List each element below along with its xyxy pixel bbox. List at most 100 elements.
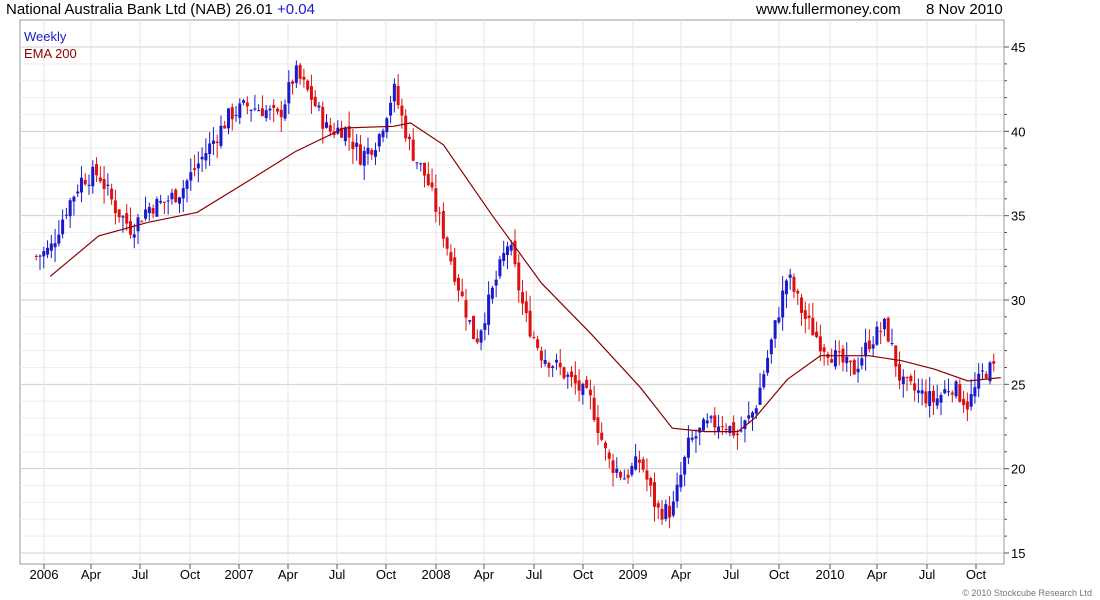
candle-body bbox=[170, 192, 174, 200]
weekly-candle bbox=[245, 96, 249, 115]
candle-body bbox=[913, 383, 917, 391]
candle-body bbox=[377, 134, 381, 147]
weekly-candle bbox=[325, 114, 329, 129]
weekly-candle bbox=[822, 343, 826, 366]
candle-body bbox=[607, 452, 611, 459]
weekly-candle bbox=[622, 469, 626, 480]
weekly-candle bbox=[886, 316, 890, 343]
weekly-candle bbox=[592, 385, 596, 423]
weekly-candle bbox=[588, 379, 592, 410]
candle-body bbox=[596, 417, 600, 434]
candle-body bbox=[705, 420, 709, 424]
candle-body bbox=[543, 359, 547, 364]
weekly-candle bbox=[867, 329, 871, 353]
candle-body bbox=[434, 188, 438, 212]
weekly-candle bbox=[607, 449, 611, 469]
candle-body bbox=[969, 394, 973, 407]
candle-body bbox=[777, 317, 781, 323]
candle-body bbox=[611, 460, 615, 473]
candle-body bbox=[554, 359, 558, 363]
source-site: www.fullermoney.com bbox=[756, 1, 901, 18]
candle-body bbox=[528, 310, 532, 337]
x-tick-label: 2008 bbox=[422, 567, 451, 582]
weekly-candle bbox=[328, 117, 332, 137]
weekly-candle bbox=[144, 196, 148, 221]
candle-body bbox=[898, 363, 902, 381]
candle-body bbox=[494, 279, 498, 286]
y-tick-label: 35 bbox=[1011, 209, 1025, 224]
weekly-candle bbox=[920, 378, 924, 406]
candle-body bbox=[91, 166, 95, 187]
candle-body bbox=[977, 373, 981, 389]
candle-body bbox=[754, 408, 758, 414]
candle-body bbox=[573, 374, 577, 384]
candle-body bbox=[211, 140, 215, 144]
weekly-candle bbox=[577, 369, 581, 402]
grid-lines bbox=[20, 20, 1004, 564]
weekly-candle bbox=[717, 414, 721, 439]
candle-body bbox=[438, 212, 442, 214]
candle-body bbox=[185, 180, 189, 189]
weekly-candle bbox=[98, 166, 102, 184]
candle-body bbox=[935, 398, 939, 406]
weekly-candle bbox=[343, 126, 347, 146]
weekly-candle bbox=[374, 142, 378, 165]
candle-body bbox=[600, 432, 604, 440]
candle-body bbox=[468, 320, 472, 322]
weekly-candle bbox=[366, 137, 370, 165]
weekly-candle bbox=[656, 500, 660, 520]
candle-body bbox=[735, 433, 739, 435]
candle-body bbox=[321, 106, 325, 129]
candle-body bbox=[645, 470, 649, 480]
weekly-candle bbox=[260, 95, 264, 117]
weekly-candle bbox=[490, 285, 494, 304]
candle-body bbox=[189, 172, 193, 181]
candle-body bbox=[513, 240, 517, 265]
candle-body bbox=[38, 255, 42, 257]
chart-title-text: National Australia Bank Ltd (NAB) 26.01 bbox=[6, 1, 273, 18]
candle-body bbox=[257, 110, 261, 112]
weekly-candle bbox=[879, 322, 883, 345]
weekly-candle bbox=[924, 379, 928, 408]
weekly-candle bbox=[969, 379, 973, 411]
candle-body bbox=[396, 85, 400, 106]
weekly-candle bbox=[445, 236, 449, 256]
candle-body bbox=[174, 189, 178, 203]
weekly-candle bbox=[479, 329, 483, 351]
x-tick-label: 2006 bbox=[30, 567, 59, 582]
candle-body bbox=[46, 247, 50, 255]
candle-body bbox=[630, 466, 634, 475]
candle-body bbox=[558, 362, 562, 368]
candle-body bbox=[758, 387, 762, 405]
weekly-candle bbox=[385, 116, 389, 139]
candle-body bbox=[750, 412, 754, 418]
candle-body bbox=[49, 243, 53, 251]
weekly-candle bbox=[453, 247, 457, 286]
candle-body bbox=[943, 389, 947, 394]
weekly-candle bbox=[815, 321, 819, 339]
weekly-candle bbox=[543, 349, 547, 367]
candle-body bbox=[509, 244, 513, 251]
weekly-candle bbox=[747, 401, 751, 424]
candle-body bbox=[551, 366, 555, 368]
candle-body bbox=[226, 108, 230, 129]
candle-body bbox=[351, 141, 355, 149]
weekly-candle bbox=[958, 379, 962, 403]
weekly-candle bbox=[298, 62, 302, 85]
weekly-candle bbox=[905, 376, 909, 392]
candle-body bbox=[430, 182, 434, 188]
candle-body bbox=[223, 125, 227, 129]
candle-body bbox=[117, 209, 121, 218]
weekly-candle bbox=[426, 162, 430, 187]
candle-body bbox=[317, 105, 321, 108]
weekly-candle bbox=[362, 146, 366, 181]
candle-body bbox=[570, 371, 574, 378]
weekly-candle bbox=[110, 183, 114, 205]
candle-body bbox=[675, 484, 679, 502]
weekly-candle bbox=[611, 453, 615, 487]
candle-body bbox=[769, 339, 773, 355]
candle-body bbox=[389, 102, 393, 116]
weekly-candle bbox=[875, 321, 879, 346]
weekly-candle bbox=[524, 290, 528, 323]
